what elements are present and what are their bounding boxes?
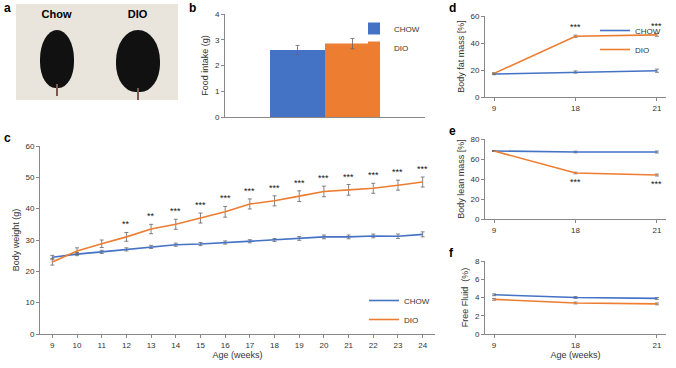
svg-text:CHOW: CHOW <box>394 25 420 34</box>
svg-text:40: 40 <box>470 175 479 184</box>
svg-text:21: 21 <box>344 341 353 350</box>
svg-text:DIO: DIO <box>404 316 418 325</box>
svg-text:***: *** <box>392 167 403 177</box>
svg-text:10: 10 <box>73 341 82 350</box>
svg-text:6: 6 <box>475 275 480 284</box>
svg-text:18: 18 <box>571 341 580 350</box>
svg-text:DIO: DIO <box>394 44 408 53</box>
svg-text:60: 60 <box>470 155 479 164</box>
svg-text:21: 21 <box>652 104 661 113</box>
svg-text:14: 14 <box>171 341 180 350</box>
svg-text:Body weight (g): Body weight (g) <box>11 209 21 272</box>
html-text:c: c <box>4 131 11 145</box>
svg-text:9: 9 <box>492 341 497 350</box>
svg-text:DIO: DIO <box>635 46 649 55</box>
svg-text:60: 60 <box>25 142 34 151</box>
svg-text:Age (weeks): Age (weeks) <box>212 350 262 360</box>
svg-text:0: 0 <box>475 215 480 224</box>
svg-text:17: 17 <box>245 341 254 350</box>
svg-text:CHOW: CHOW <box>635 27 661 36</box>
svg-text:***: *** <box>220 193 231 203</box>
svg-text:18: 18 <box>571 226 580 235</box>
svg-text:***: *** <box>570 22 581 32</box>
svg-text:20: 20 <box>319 341 328 350</box>
html-text:DIO: DIO <box>127 8 148 20</box>
svg-text:***: *** <box>651 21 662 31</box>
svg-text:11: 11 <box>98 341 107 350</box>
html-text:d: d <box>449 1 457 15</box>
svg-text:***: *** <box>195 200 206 210</box>
svg-text:Food intake (g): Food intake (g) <box>200 35 210 96</box>
html-text:b: b <box>189 1 197 15</box>
svg-text:Body lean mass [%]: Body lean mass [%] <box>456 139 466 219</box>
svg-text:***: *** <box>318 173 329 183</box>
svg-text:80: 80 <box>470 135 479 144</box>
svg-text:19: 19 <box>295 341 304 350</box>
html-text:a: a <box>4 1 11 15</box>
svg-text:40: 40 <box>25 204 34 213</box>
svg-text:21: 21 <box>652 341 661 350</box>
svg-text:10: 10 <box>25 298 34 307</box>
html-text:Chow: Chow <box>41 8 72 20</box>
svg-text:16: 16 <box>221 341 230 350</box>
svg-text:***: *** <box>368 170 379 180</box>
svg-text:Age (weeks): Age (weeks) <box>550 350 600 360</box>
svg-text:***: *** <box>417 164 428 174</box>
svg-text:***: *** <box>244 186 255 196</box>
svg-text:***: *** <box>170 206 181 216</box>
svg-text:20: 20 <box>25 267 34 276</box>
svg-text:9: 9 <box>50 341 55 350</box>
html-text:f: f <box>449 246 453 260</box>
svg-text:13: 13 <box>147 341 156 350</box>
svg-text:20: 20 <box>470 195 479 204</box>
svg-text:21: 21 <box>652 226 661 235</box>
svg-text:23: 23 <box>394 341 403 350</box>
svg-text:0: 0 <box>30 330 35 339</box>
svg-text:***: *** <box>269 183 280 193</box>
svg-text:**: ** <box>147 211 155 221</box>
svg-text:40: 40 <box>470 39 479 48</box>
svg-text:1: 1 <box>215 87 220 96</box>
svg-text:12: 12 <box>122 341 131 350</box>
svg-text:9: 9 <box>492 104 497 113</box>
svg-text:3: 3 <box>215 36 220 45</box>
svg-text:15: 15 <box>196 341 205 350</box>
svg-text:2: 2 <box>475 312 480 321</box>
svg-text:4: 4 <box>475 293 480 302</box>
svg-text:30: 30 <box>25 236 34 245</box>
svg-text:Free Fluid (%): Free Fluid (%) <box>460 268 470 328</box>
svg-text:***: *** <box>570 177 581 187</box>
svg-text:***: *** <box>294 178 305 188</box>
svg-text:8: 8 <box>475 257 480 266</box>
svg-text:60: 60 <box>470 12 479 21</box>
svg-text:22: 22 <box>369 341 378 350</box>
svg-text:Body fat mass [%]: Body fat mass [%] <box>456 20 466 93</box>
svg-text:20: 20 <box>470 66 479 75</box>
svg-text:**: ** <box>122 219 130 229</box>
svg-text:4: 4 <box>215 10 220 19</box>
svg-text:0: 0 <box>475 330 480 339</box>
svg-text:18: 18 <box>571 104 580 113</box>
svg-text:***: *** <box>651 179 662 189</box>
svg-text:CHOW: CHOW <box>404 297 430 306</box>
svg-text:0: 0 <box>215 113 220 122</box>
svg-text:***: *** <box>343 172 354 182</box>
svg-text:9: 9 <box>492 226 497 235</box>
html-text:e: e <box>449 124 456 138</box>
svg-text:50: 50 <box>25 173 34 182</box>
svg-text:2: 2 <box>215 61 220 70</box>
svg-text:0: 0 <box>475 93 480 102</box>
svg-text:18: 18 <box>270 341 279 350</box>
svg-text:24: 24 <box>418 341 427 350</box>
